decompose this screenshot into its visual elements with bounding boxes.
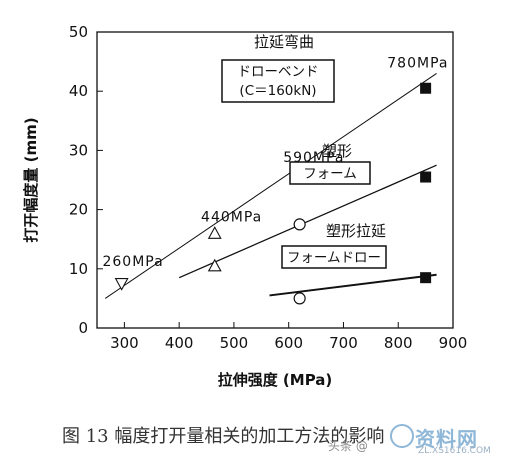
y-tick-label: 10 bbox=[69, 260, 88, 278]
fit-line bbox=[104, 73, 437, 299]
x-axis-label: 拉伸强度 (MPa) bbox=[218, 371, 333, 389]
plot-frame bbox=[96, 31, 454, 329]
y-tick-label: 20 bbox=[69, 201, 88, 219]
point-triangle bbox=[207, 258, 222, 272]
watermark-brand: 资料网 bbox=[415, 427, 478, 451]
y-tick-label: 40 bbox=[69, 82, 88, 100]
x-tick-label: 300 bbox=[110, 334, 139, 352]
y-tick-label: 0 bbox=[78, 319, 88, 337]
series-box-label: フォーム bbox=[303, 166, 357, 182]
series-box bbox=[281, 245, 387, 269]
chart: 300 400 500 600 700 800 900 0 10 20 30 40 50 拉伸强度 (MP… bbox=[22, 23, 467, 389]
series-box-label: (C＝160kN) bbox=[239, 83, 316, 99]
strength-annotation: 260MPa bbox=[102, 254, 163, 270]
series-box bbox=[221, 59, 335, 103]
point-square bbox=[420, 272, 432, 284]
point-square bbox=[420, 171, 432, 183]
series-box-label: フォームドロー bbox=[287, 250, 381, 266]
watermark-toutiao: 头条 @ bbox=[328, 439, 368, 453]
fit-line bbox=[269, 273, 437, 297]
axes: 300 400 500 600 700 800 900 0 10 20 30 40 50 拉伸强度 (MP… bbox=[22, 23, 467, 389]
point-triangle-down bbox=[114, 278, 129, 291]
fit-line bbox=[178, 164, 437, 279]
strength-annotation: 780MPa bbox=[387, 56, 448, 72]
x-tick-label: 600 bbox=[274, 334, 303, 352]
series-box-label: ドローベンド bbox=[238, 64, 319, 80]
point-square bbox=[420, 82, 432, 94]
watermark-url: ZL.XS1616.COM bbox=[418, 446, 491, 456]
x-tick-label: 700 bbox=[329, 334, 358, 352]
y-tick-label: 50 bbox=[69, 23, 88, 41]
series-name: 塑形 bbox=[322, 142, 352, 160]
fit-lines bbox=[104, 73, 437, 299]
series-name: 塑形拉延 bbox=[326, 222, 386, 240]
figure-caption: 图 13 幅度打开量相关的加工方法的影响 bbox=[62, 426, 385, 447]
data-points bbox=[114, 82, 432, 305]
point-triangle bbox=[207, 226, 222, 239]
x-tick-label: 400 bbox=[165, 334, 194, 352]
series-box bbox=[289, 161, 371, 185]
series-name: 拉延弯曲 bbox=[254, 33, 314, 51]
watermark-logo-icon bbox=[390, 424, 414, 448]
point-circle bbox=[293, 218, 306, 231]
x-tick-label: 900 bbox=[439, 334, 468, 352]
y-tick-label: 30 bbox=[69, 141, 88, 159]
y-axis-label: 打开幅度量 (mm) bbox=[22, 117, 40, 242]
x-tick-label: 800 bbox=[384, 334, 413, 352]
x-tick-label: 500 bbox=[220, 334, 249, 352]
point-circle bbox=[293, 292, 306, 305]
strength-annotation: 440MPa bbox=[201, 209, 262, 225]
